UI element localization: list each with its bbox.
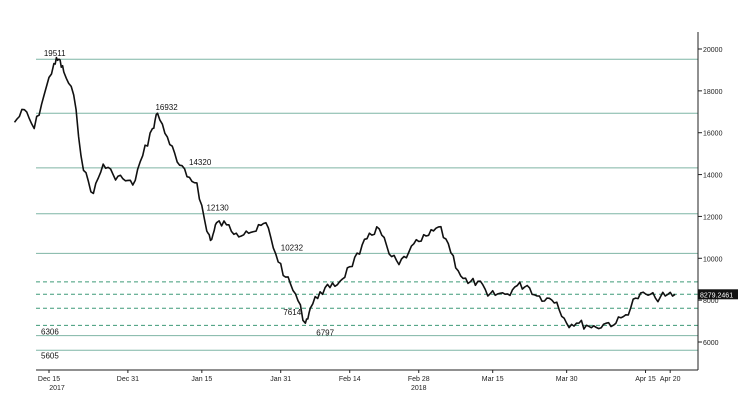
y-tick-label: 8000 <box>703 298 719 305</box>
level-value-label: 14320 <box>189 158 212 167</box>
y-tick-label: 18000 <box>703 89 723 96</box>
x-year-label: 2017 <box>49 385 65 392</box>
level-value-label: 16932 <box>155 103 178 112</box>
level-value-label: 7614 <box>283 308 301 317</box>
x-tick-label: Feb 28 <box>408 376 430 383</box>
x-tick-label: Jan 15 <box>191 376 212 383</box>
last-price-box <box>698 289 738 300</box>
x-tick-label: Apr 20 <box>660 376 681 383</box>
level-value-label: 5605 <box>41 351 59 360</box>
level-value-label: 19511 <box>44 49 66 58</box>
x-tick-label: Feb 14 <box>339 376 361 383</box>
x-tick-label: Mar 30 <box>556 376 578 383</box>
level-value-label: 6306 <box>41 328 59 337</box>
y-tick-label: 10000 <box>703 256 723 263</box>
y-tick-label: 14000 <box>703 173 723 180</box>
x-tick-label: Dec 15 <box>38 376 60 383</box>
x-year-label: 2018 <box>411 385 427 392</box>
price-series-line <box>13 56 676 330</box>
x-tick-label: Mar 15 <box>482 376 504 383</box>
y-tick-label: 12000 <box>703 214 723 221</box>
y-tick-label: 16000 <box>703 131 723 138</box>
level-value-label: 12130 <box>206 204 229 213</box>
x-tick-label: Dec 31 <box>117 376 139 383</box>
last-price-label: 8279.2461 <box>700 292 733 299</box>
level-value-label: 10232 <box>281 243 304 252</box>
level-value-label: 6797 <box>316 328 334 337</box>
y-tick-label: 6000 <box>703 340 719 347</box>
x-tick-label: Apr 15 <box>635 376 656 383</box>
y-tick-label: 20000 <box>703 47 723 54</box>
levels-layer: 19511 16932 14320 12130 10232 6306 5605 7614 679… <box>36 49 698 360</box>
axis-layer: 6000 8000 10000 12000 14000 16000 18000 20000 82… <box>36 32 738 392</box>
series-layer <box>13 56 676 330</box>
x-tick-label: Jan 31 <box>270 376 291 383</box>
